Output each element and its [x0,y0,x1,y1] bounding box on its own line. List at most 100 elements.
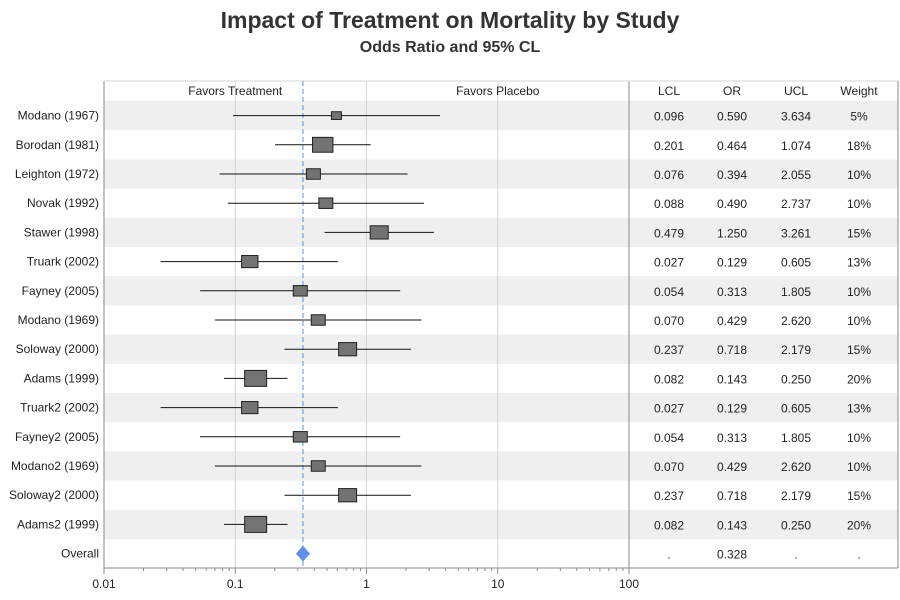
table-cell: 5% [850,110,868,124]
study-label: Stawer (1998) [24,225,99,239]
table-cell: 0.143 [717,518,747,532]
chart-subtitle: Odds Ratio and 95% CL [359,39,541,56]
odds-ratio-marker [338,342,358,357]
study-label: Modano (1967) [18,109,99,123]
table-cell: 20% [847,518,871,532]
table-cell: 1.250 [717,226,747,240]
table-cell: 2.620 [781,314,811,328]
table-cell: 0.250 [781,518,811,532]
table-cell: 10% [847,197,871,211]
table-header: LCL [658,84,680,98]
overall-label: Overall [61,547,99,561]
table-cell: 0.718 [717,489,747,503]
x-tick-label: 0.01 [92,577,116,591]
table-cell: 0.076 [654,168,684,182]
table-cell: 0.237 [654,343,684,357]
study-label: Fayney2 (2005) [15,430,99,444]
table-header: Weight [840,84,878,98]
table-cell: 0.129 [717,256,747,270]
table-cell: 0.429 [717,314,747,328]
odds-ratio-marker [292,431,308,443]
odds-ratio-marker [244,515,268,533]
table-cell: 0.096 [654,110,684,124]
table-cell: 0.082 [654,372,684,386]
study-label: Truark2 (2002) [20,401,99,415]
table-cell: 2.620 [781,460,811,474]
table-cell: 0.070 [654,314,684,328]
x-tick-label: 1 [363,577,370,591]
odds-ratio-marker [292,285,308,297]
row-band [104,217,898,247]
table-cell: 0.490 [717,197,747,211]
odds-ratio-marker [305,168,321,180]
table-cell: 0.718 [717,343,747,357]
study-label: Modano2 (1969) [11,459,99,473]
table-cell: 2.179 [781,343,811,357]
table-cell: 0.088 [654,197,684,211]
table-cell: 0.027 [654,256,684,270]
table-cell: 0.429 [717,460,747,474]
table-header: UCL [784,84,808,98]
table-cell: 3.261 [781,226,811,240]
study-label: Leighton (1972) [15,167,99,181]
table-cell: 15% [847,489,871,503]
odds-ratio-marker [310,460,326,472]
table-cell: 0.129 [717,402,747,416]
table-cell: 0.237 [654,489,684,503]
row-band [104,509,898,539]
odds-ratio-marker [369,225,389,240]
table-header: OR [723,84,741,98]
study-label: Soloway2 (2000) [9,488,99,502]
chart-title: Impact of Treatment on Mortality by Stud… [220,7,680,33]
odds-ratio-marker [338,488,358,503]
table-cell: 0.143 [717,372,747,386]
overall-table-cell: 0.328 [717,548,747,562]
table-cell: 0.082 [654,518,684,532]
region-label-right: Favors Placebo [456,84,540,98]
table-cell: 0.027 [654,402,684,416]
table-cell: 0.605 [781,256,811,270]
overall-table-cell: . [667,548,670,562]
study-label: Adams2 (1999) [17,517,99,531]
table-cell: 0.201 [654,139,684,153]
odds-ratio-marker [330,111,342,120]
table-cell: 10% [847,168,871,182]
odds-ratio-marker [310,314,326,326]
x-tick-label: 100 [619,577,639,591]
study-label: Adams (1999) [24,371,99,385]
table-cell: 0.070 [654,460,684,474]
table-cell: 10% [847,431,871,445]
table-cell: 0.313 [717,285,747,299]
study-label: Novak (1992) [27,196,99,210]
table-cell: 1.805 [781,431,811,445]
odds-ratio-marker [244,369,268,387]
table-cell: 15% [847,226,871,240]
table-cell: 2.179 [781,489,811,503]
table-cell: 0.590 [717,110,747,124]
table-cell: 0.479 [654,226,684,240]
region-label-left: Favors Treatment [188,84,283,98]
table-cell: 15% [847,343,871,357]
table-cell: 13% [847,256,871,270]
x-tick-label: 10 [491,577,505,591]
study-label: Truark (2002) [27,255,99,269]
table-cell: 10% [847,460,871,474]
table-cell: 10% [847,314,871,328]
table-cell: 3.634 [781,110,811,124]
odds-ratio-marker [318,197,334,209]
row-band [104,334,898,364]
study-label: Modano (1969) [18,313,99,327]
x-tick-label: 0.1 [227,577,244,591]
table-cell: 1.074 [781,139,811,153]
table-cell: 0.054 [654,285,684,299]
table-cell: 18% [847,139,871,153]
odds-ratio-marker [241,401,259,415]
table-cell: 2.055 [781,168,811,182]
odds-ratio-marker [312,136,334,153]
odds-ratio-marker [241,255,259,269]
table-cell: 0.605 [781,402,811,416]
table-cell: 0.394 [717,168,747,182]
table-cell: 2.737 [781,197,811,211]
study-label: Fayney (2005) [22,284,99,298]
